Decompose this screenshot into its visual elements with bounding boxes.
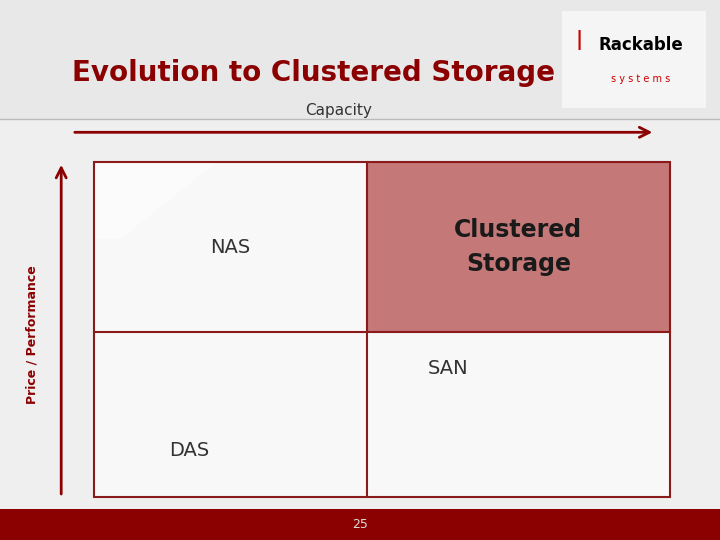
Text: Rackable: Rackable	[598, 36, 683, 54]
Text: s y s t e m s: s y s t e m s	[611, 74, 670, 84]
Text: |: |	[575, 30, 582, 50]
Text: Clustered
Storage: Clustered Storage	[454, 218, 582, 276]
Bar	[367, 162, 670, 332]
Text: DAS: DAS	[169, 441, 210, 460]
Bar	[0, 509, 720, 540]
Text: NAS: NAS	[210, 238, 251, 256]
Text: 25: 25	[352, 518, 368, 531]
Text: Capacity: Capacity	[305, 103, 372, 118]
Bar	[94, 332, 367, 497]
Text: Evolution to Clustered Storage: Evolution to Clustered Storage	[72, 59, 555, 87]
Polygon shape	[94, 162, 217, 239]
Bar	[367, 332, 670, 497]
Text: SAN: SAN	[428, 359, 468, 378]
Bar	[94, 162, 670, 497]
Text: Price / Performance: Price / Performance	[26, 266, 39, 404]
Bar	[94, 162, 367, 332]
Bar	[0, 0, 720, 119]
